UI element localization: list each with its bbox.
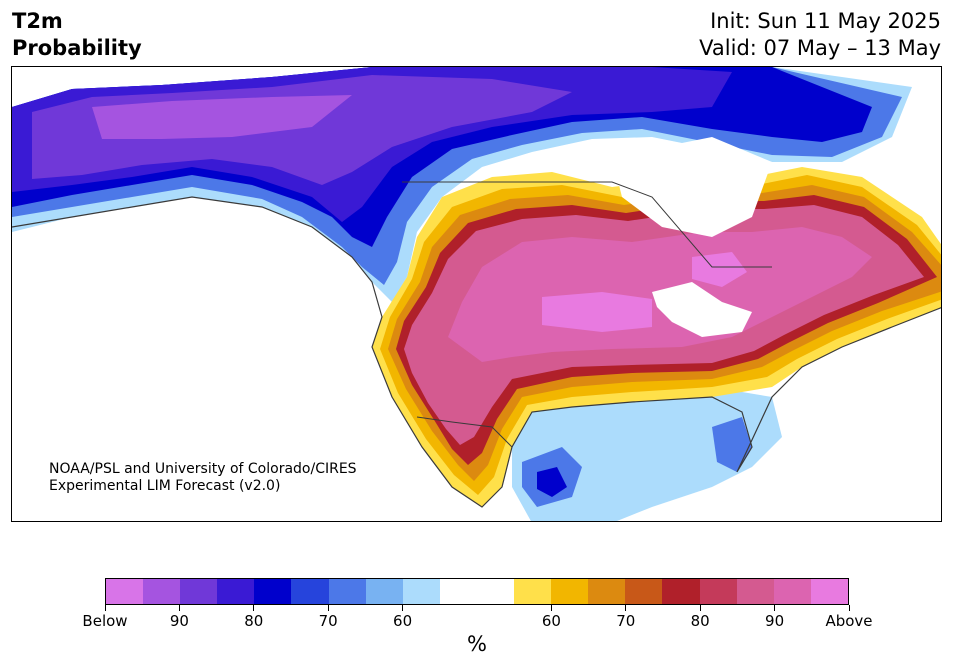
map-title: T2m Probability [12, 8, 142, 62]
colorbar-tick [402, 605, 404, 611]
colorbar-segment [736, 579, 774, 604]
variable-label: T2m [12, 9, 63, 33]
colorbar-tick [774, 605, 776, 611]
above-region-max-1 [542, 292, 652, 332]
colorbar-segment [588, 579, 626, 604]
colorbar-tick [625, 605, 627, 611]
colorbar-tick [848, 605, 850, 611]
colorbar-tick-label: 90 [169, 612, 189, 630]
below-region-gulf-60 [537, 467, 567, 497]
colorbar-segment [365, 579, 403, 604]
colorbar-tick [178, 605, 180, 611]
colorbar-segment [773, 579, 811, 604]
colorbar-segment [551, 579, 589, 604]
hudson-bay [612, 137, 772, 237]
above-region-max-2 [692, 252, 747, 287]
colorbar-segment [106, 579, 144, 604]
colorbar-tick [253, 605, 255, 611]
map-canvas [12, 67, 941, 521]
probability-map[interactable] [11, 66, 942, 522]
colorbar-tick-label: Above [825, 612, 873, 630]
us-canada-border [402, 181, 772, 268]
colorbar-unit: % [467, 632, 487, 656]
coastline [12, 196, 941, 508]
init-date: Init: Sun 11 May 2025 [710, 9, 941, 33]
colorbar-tick-label: 70 [318, 612, 338, 630]
great-lakes [652, 282, 752, 337]
colorbar-segment [625, 579, 663, 604]
colorbar-segment [662, 579, 700, 604]
colorbar-tick [550, 605, 552, 611]
colorbar-tick-label: 90 [765, 612, 785, 630]
colorbar-tick [699, 605, 701, 611]
colorbar-tick-label: 60 [393, 612, 413, 630]
below-region-gulf [512, 387, 782, 521]
colorbar-tick-label: 80 [244, 612, 264, 630]
colorbar-segment [439, 579, 477, 604]
probability-colorbar [105, 578, 849, 605]
credit-line-2: Experimental LIM Forecast (v2.0) [49, 478, 281, 494]
colorbar-segment [514, 579, 552, 604]
mexico-border [416, 416, 513, 448]
colorbar-segment [328, 579, 366, 604]
colorbar-tick-label: Below [82, 612, 128, 630]
colorbar-segment [810, 579, 848, 604]
colorbar-segment [476, 579, 515, 604]
colorbar-segment [180, 579, 218, 604]
below-region-90 [92, 95, 352, 139]
colorbar-tick [327, 605, 329, 611]
colorbar-tick [104, 605, 106, 611]
below-region-florida [712, 417, 752, 472]
colorbar-segment [143, 579, 181, 604]
product-label: Probability [12, 36, 142, 60]
colorbar-segment [217, 579, 255, 604]
colorbar-tick-label: 60 [541, 612, 561, 630]
colorbar-segment [254, 579, 292, 604]
colorbar-segment [402, 579, 440, 604]
colorbar-tick-label: 70 [616, 612, 636, 630]
credit-line-1: NOAA/PSL and University of Colorado/CIRE… [49, 461, 357, 477]
colorbar-segment [291, 579, 329, 604]
forecast-dates: Init: Sun 11 May 2025 Valid: 07 May – 13… [699, 8, 941, 62]
data-credit: NOAA/PSL and University of Colorado/CIRE… [49, 461, 357, 495]
colorbar-tick-label: 80 [690, 612, 710, 630]
colorbar-segment [699, 579, 737, 604]
valid-range: Valid: 07 May – 13 May [699, 36, 941, 60]
